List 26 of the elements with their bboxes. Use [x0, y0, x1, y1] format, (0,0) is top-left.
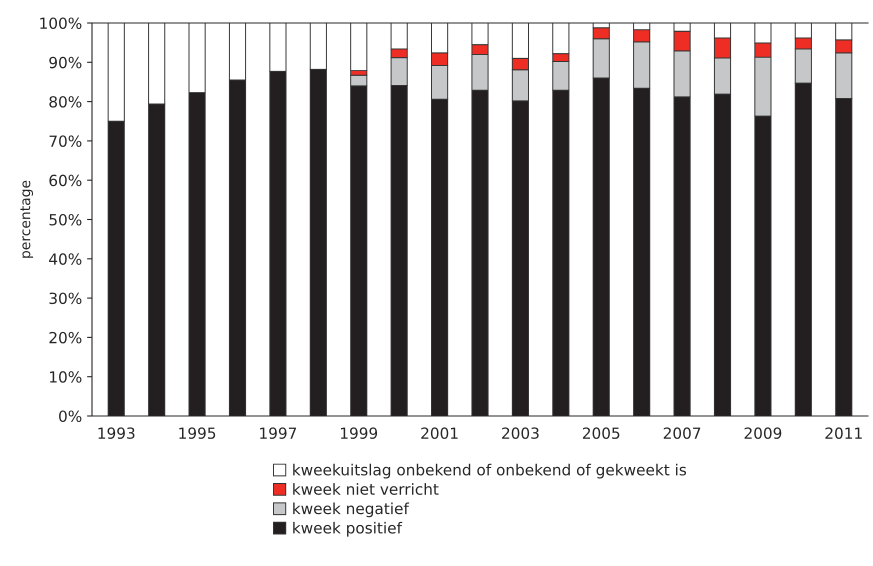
- y-tick-label: 40%: [49, 253, 82, 265]
- legend-label: kweek negatief: [293, 502, 410, 518]
- y-tick-label: 10%: [50, 371, 82, 383]
- x-tick-label: 2005: [582, 427, 620, 439]
- x-tick-label: 2003: [502, 427, 539, 439]
- y-axis-title: percentage: [20, 180, 34, 258]
- x-tick-label: 1995: [179, 427, 216, 439]
- x-tick-label: 1993: [98, 427, 134, 439]
- x-tick-label: 2011: [825, 427, 862, 439]
- y-tick-label: 30%: [49, 292, 82, 304]
- legend-label: kweek positief: [293, 522, 402, 537]
- x-tick-label: 1999: [340, 427, 378, 439]
- y-tick-label: 50%: [50, 214, 82, 226]
- legend-label: kweekuitslag onbekend of onbekend of gekweekt is: [293, 464, 686, 479]
- x-tick-label: 2001: [421, 427, 458, 439]
- y-tick-label: 70%: [50, 135, 82, 147]
- x-tick-label: 1997: [260, 427, 296, 439]
- y-tick-label: 100%: [40, 17, 82, 30]
- y-tick-label: 90%: [49, 56, 82, 68]
- legend-label: kweek niet verricht: [293, 483, 439, 495]
- y-tick-label: 0%: [59, 410, 82, 422]
- y-tick-label: 20%: [49, 332, 82, 344]
- x-tick-label: 2009: [744, 427, 782, 439]
- y-tick-label: 60%: [49, 174, 82, 186]
- y-tick-label: 80%: [49, 96, 82, 108]
- x-tick-label: 2007: [664, 427, 700, 439]
